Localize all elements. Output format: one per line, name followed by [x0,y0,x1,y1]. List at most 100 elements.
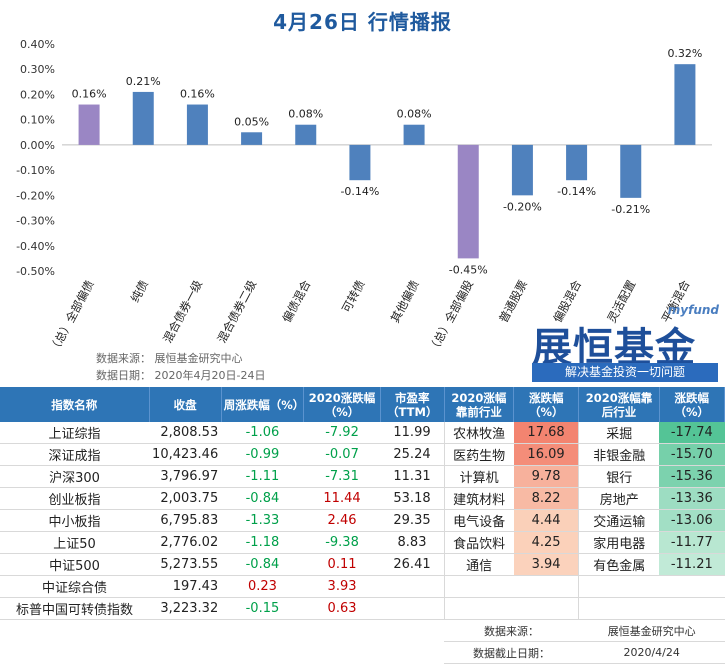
week-change: -1.11 [221,465,304,488]
x-tick-label: 混合债券二级 [214,277,259,345]
bottom-industry: 房地产 [578,487,660,510]
bar [132,91,154,145]
top-industry-change: 3.94 [513,553,579,576]
bottom-industry: 家用电器 [578,531,660,554]
ytd-change: -0.07 [303,443,381,466]
top-industry-change: 16.09 [513,443,579,466]
data-label: 0.08% [288,108,323,121]
bar [349,144,371,181]
bottom-industry-change: -15.36 [659,465,725,488]
data-label: 0.05% [234,115,269,128]
y-tick-label: -0.10% [16,164,55,177]
y-tick-label: -0.20% [16,189,55,202]
footer-source-label: 数据来源： [444,619,579,642]
close-value: 6,795.83 [149,509,222,532]
pe-ttm: 8.83 [380,531,445,554]
bar [78,104,100,145]
footer-date-value: 2020/4/24 [578,641,725,664]
top-industry: 通信 [443,553,514,576]
week-change: -0.84 [221,553,304,576]
bottom-industry-change: -11.21 [659,553,725,576]
table-row: 中证综合债 197.43 0.23 3.93 [0,575,725,598]
x-tick-label: 偏债混合 [279,277,313,325]
bar [566,144,588,181]
top-industry: 食品饮料 [443,531,514,554]
col-header: 2020涨幅靠前行业 [444,387,515,422]
index-name: 沪深300 [0,465,150,488]
table-row: 中小板指 6,795.83 -1.33 2.46 29.35 电气设备 4.44 交通运输 -1… [0,509,725,532]
close-value: 2,776.02 [149,531,222,554]
close-value: 3,796.97 [149,465,222,488]
bar [457,144,479,259]
data-label: -0.14% [340,185,379,198]
index-name: 中证综合债 [0,575,150,598]
logo: myfund 展恒基金 解决基金投资一切问题 [528,303,723,383]
top-industry-change [513,575,579,598]
y-tick-label: -0.40% [16,240,55,253]
week-change: -0.99 [221,443,304,466]
data-label: -0.45% [449,263,488,276]
bottom-industry-change: -13.36 [659,487,725,510]
data-label: 0.21% [126,75,161,88]
col-header: 2020涨跌幅（%） [303,387,381,422]
table-row: 深证成指 10,423.46 -0.99 -0.07 25.24 医药生物 16.09 非银金… [0,443,725,466]
ytd-change: 0.63 [303,597,381,620]
data-label: 0.08% [397,108,432,121]
y-tick-label: -0.50% [16,265,55,278]
table-row: 中证500 5,273.55 -0.84 0.11 26.41 通信 3.94 有色金属 -11… [0,553,725,576]
logo-en: myfund [667,303,719,317]
y-tick-label: 0.40% [20,38,55,51]
index-name: 创业板指 [0,487,150,510]
week-change: -1.18 [221,531,304,554]
top-industry: 农林牧渔 [443,422,514,444]
index-name: 上证综指 [0,422,150,444]
pe-ttm: 29.35 [380,509,445,532]
col-header: 收盘 [149,387,222,422]
ytd-change: 0.11 [303,553,381,576]
top-industry: 电气设备 [443,509,514,532]
bottom-industry-change: -17.74 [659,422,725,444]
bar [241,132,263,145]
top-industry [443,597,514,620]
bottom-industry [578,575,660,598]
col-header: 指数名称 [0,387,150,422]
bottom-industry-change: -13.06 [659,509,725,532]
bottom-industry: 银行 [578,465,660,488]
close-value: 2,003.75 [149,487,222,510]
bottom-industry [578,597,660,620]
y-tick-label: 0.10% [20,114,55,127]
bottom-industry-change: -15.70 [659,443,725,466]
week-change: 0.23 [221,575,304,598]
index-name: 中小板指 [0,509,150,532]
bar [511,144,533,196]
x-tick-label: 混合债券一级 [160,277,205,345]
pe-ttm [380,597,445,620]
col-header: 涨跌幅（%） [513,387,580,422]
top-industry: 计算机 [443,465,514,488]
table-header: 指数名称 收盘 周涨跌幅（%） 2020涨跌幅（%） 市盈率（TTM） 2020… [0,387,725,422]
table-footer: 数据截止日期： 2020/4/24 [0,641,725,664]
data-label: -0.14% [557,185,596,198]
x-tick-label: 可转债 [339,278,368,315]
page-title: 4月26日 行情播报 [273,10,452,34]
col-header: 2020涨幅靠后行业 [578,387,660,422]
ytd-change: 3.93 [303,575,381,598]
table-row: 沪深300 3,796.97 -1.11 -7.31 11.31 计算机 9.78 银行 -15… [0,465,725,488]
pe-ttm: 11.99 [380,422,445,444]
table-row: 标普中国可转债指数 3,223.32 -0.15 0.63 [0,597,725,620]
index-name: 深证成指 [0,443,150,466]
y-tick-label: -0.30% [16,215,55,228]
col-header: 市盈率（TTM） [380,387,445,422]
col-header: 涨跌幅（%） [659,387,725,422]
week-change: -0.15 [221,597,304,620]
top-industry-change: 17.68 [513,422,579,444]
close-value: 197.43 [149,575,222,598]
pe-ttm: 25.24 [380,443,445,466]
footer-source-value: 展恒基金研究中心 [578,619,725,642]
logo-slogan: 解决基金投资一切问题 [532,363,718,382]
table-footer: 数据来源： 展恒基金研究中心 [0,619,725,642]
ytd-change: 2.46 [303,509,381,532]
ytd-change: -7.31 [303,465,381,488]
close-value: 5,273.55 [149,553,222,576]
data-label: 0.16% [72,88,107,101]
